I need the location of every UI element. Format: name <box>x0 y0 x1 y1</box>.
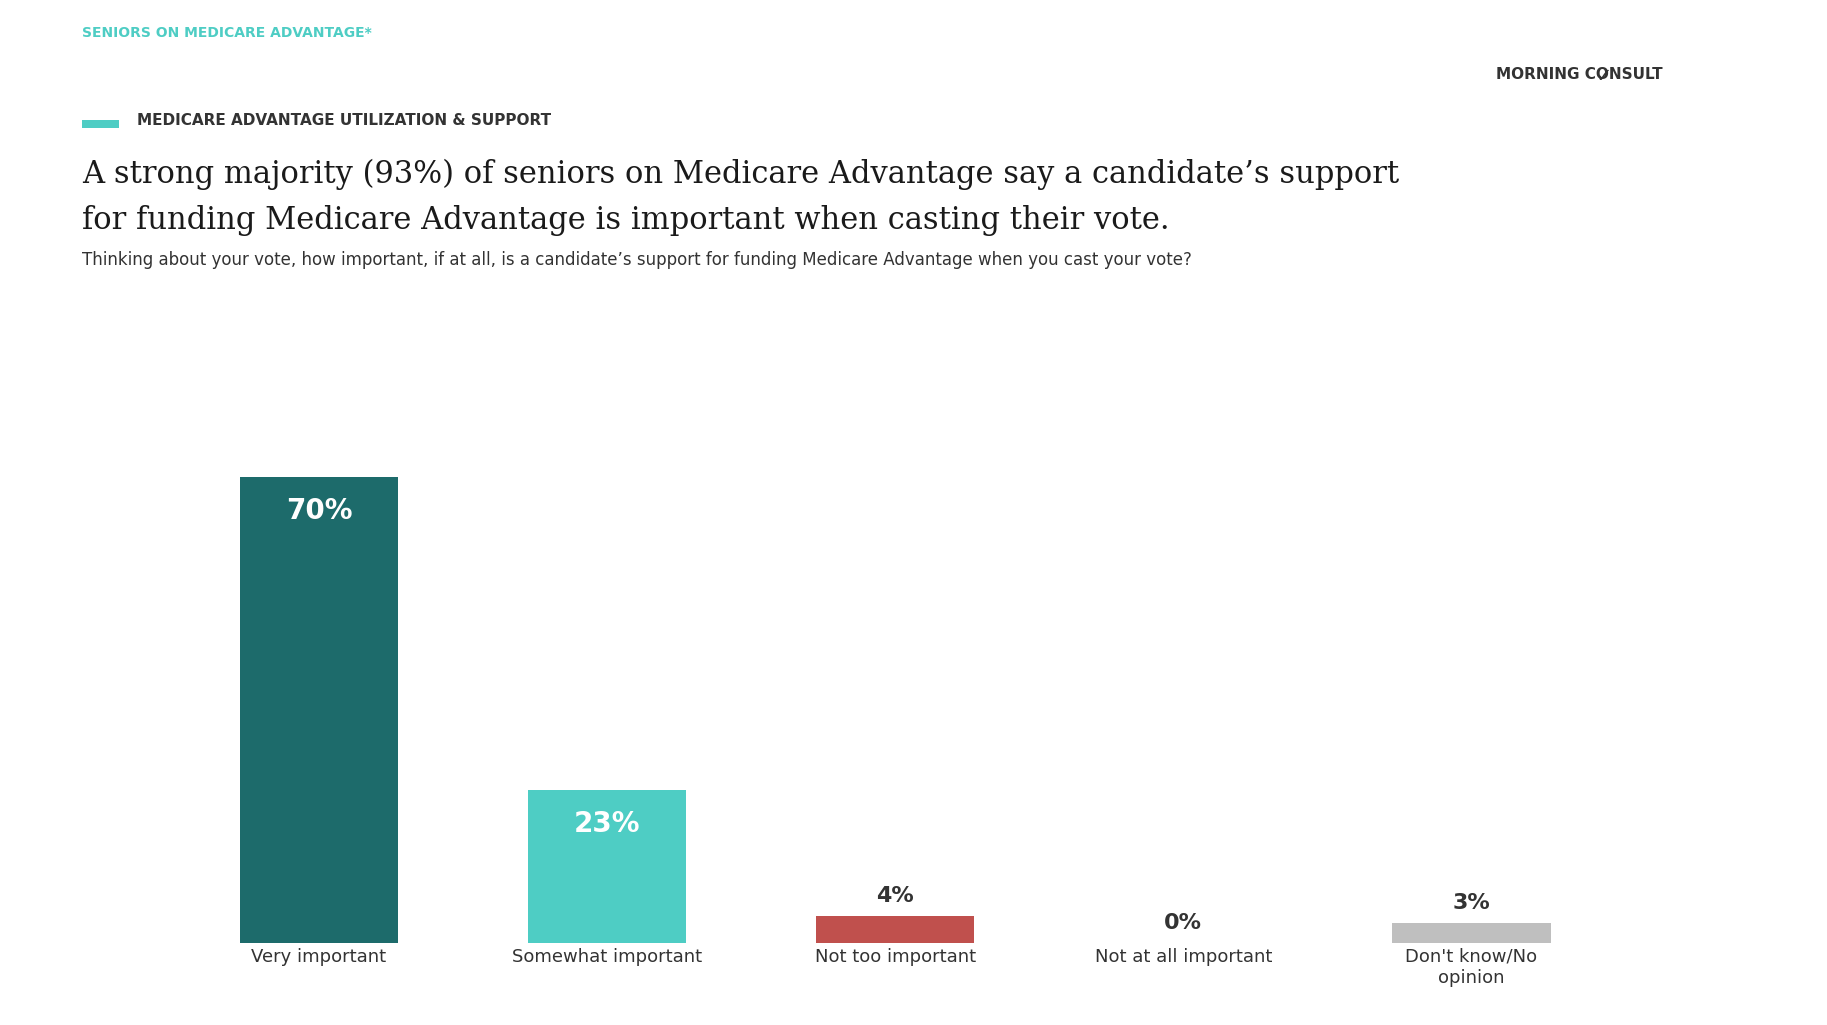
Text: 70%: 70% <box>285 496 353 525</box>
Bar <box>817 916 974 943</box>
Text: A strong majority (93%) of seniors on Medicare Advantage say a candidate’s suppo: A strong majority (93%) of seniors on Me… <box>82 159 1399 190</box>
Text: MEDICARE ADVANTAGE UTILIZATION & SUPPORT: MEDICARE ADVANTAGE UTILIZATION & SUPPORT <box>137 114 552 128</box>
Text: MORNING CONSULT: MORNING CONSULT <box>1496 67 1663 82</box>
Bar <box>528 789 687 943</box>
Text: 0%: 0% <box>1164 913 1202 933</box>
Text: SENIORS ON MEDICARE ADVANTAGE*: SENIORS ON MEDICARE ADVANTAGE* <box>82 26 373 40</box>
Text: Thinking about your vote, how important, if at all, is a candidate’s support for: Thinking about your vote, how important,… <box>82 251 1191 270</box>
Text: 23%: 23% <box>574 810 641 837</box>
Text: 4%: 4% <box>877 887 914 906</box>
Bar <box>239 477 398 943</box>
Bar <box>1392 922 1551 943</box>
Text: for funding Medicare Advantage is important when casting their vote.: for funding Medicare Advantage is import… <box>82 205 1169 236</box>
Text: ✓: ✓ <box>1595 67 1611 86</box>
Text: 3%: 3% <box>1452 893 1491 913</box>
